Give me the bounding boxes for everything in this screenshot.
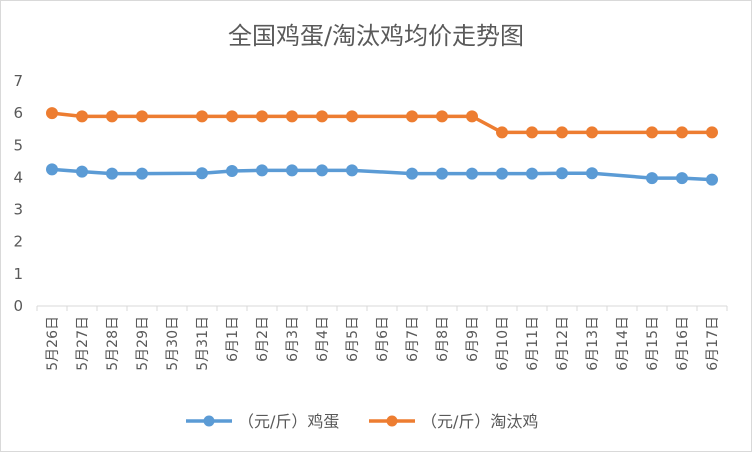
- x-tick-label: 5月29日: [135, 316, 151, 371]
- data-point: [526, 126, 538, 139]
- data-point: [406, 167, 418, 180]
- data-point: [106, 167, 118, 180]
- data-point: [646, 172, 658, 185]
- series-group: [46, 107, 718, 186]
- data-point: [226, 110, 238, 123]
- data-point: [226, 165, 238, 177]
- x-tick-label: 6月17日: [705, 316, 721, 371]
- data-point: [526, 167, 538, 180]
- data-point: [196, 110, 208, 123]
- x-tick-label: 6月12日: [555, 316, 571, 371]
- y-tick-label: 2: [13, 233, 23, 251]
- x-tick-label: 6月10日: [495, 316, 511, 371]
- data-point: [256, 164, 268, 177]
- series-line-2: [51, 111, 712, 135]
- x-tick-label: 5月26日: [45, 316, 61, 371]
- x-tick-label: 6月3日: [285, 316, 301, 362]
- x-tick-label: 6月13日: [585, 316, 601, 371]
- data-point: [436, 110, 448, 123]
- x-tick-label: 6月7日: [405, 316, 421, 362]
- series-line-1: [51, 167, 713, 182]
- y-tick-label: 7: [13, 72, 23, 90]
- data-point: [136, 167, 148, 180]
- data-point: [466, 167, 478, 180]
- data-point: [466, 110, 478, 123]
- y-tick-label: 1: [13, 265, 23, 283]
- x-tick-label: 6月11日: [525, 316, 541, 371]
- data-point: [556, 126, 568, 139]
- x-tick-label: 6月1日: [225, 316, 241, 362]
- x-axis-ticks: 5月26日 5月27日 5月28日 5月29日 5月30日 5月31日 6月1日 6月2日 6月…: [45, 316, 721, 371]
- data-point: [676, 172, 688, 185]
- data-point: [76, 110, 88, 123]
- x-tick-label: 6月6日: [375, 316, 391, 362]
- legend-label-1: （元/斤）鸡蛋: [238, 412, 339, 431]
- data-point: [76, 165, 88, 178]
- x-tick-label: 6月5日: [345, 316, 361, 362]
- data-point: [286, 164, 298, 177]
- data-point: [706, 173, 718, 186]
- data-point: [286, 110, 298, 123]
- x-tick-label: 6月14日: [615, 316, 631, 371]
- data-point: [676, 126, 688, 139]
- data-point: [316, 110, 328, 123]
- data-point: [436, 167, 448, 180]
- x-tick-label: 5月27日: [75, 316, 91, 371]
- data-point: [496, 126, 508, 139]
- x-tick-label: 6月16日: [675, 316, 691, 371]
- data-point: [316, 164, 328, 177]
- data-point: [406, 110, 418, 123]
- data-point: [706, 126, 718, 139]
- data-point: [586, 167, 598, 180]
- data-point: [136, 110, 148, 123]
- data-point: [586, 126, 598, 139]
- y-tick-label: 3: [13, 201, 23, 219]
- data-point: [46, 107, 58, 120]
- data-point: [196, 167, 208, 180]
- y-tick-label: 6: [13, 104, 23, 122]
- legend-marker-2: [386, 415, 398, 427]
- data-point: [346, 164, 358, 177]
- x-tick-label: 5月31日: [195, 316, 211, 371]
- y-axis-ticks: 0 1 2 3 4 5 6 7: [13, 72, 23, 315]
- data-point: [346, 110, 358, 123]
- legend-marker-1: [203, 415, 215, 427]
- legend: （元/斤）鸡蛋 （元/斤）淘汰鸡: [186, 412, 538, 431]
- data-point: [496, 167, 508, 180]
- x-tick-label: 5月28日: [105, 316, 121, 371]
- x-tick-label: 6月9日: [465, 316, 481, 362]
- data-point: [106, 110, 118, 123]
- x-tick-label: 6月15日: [645, 316, 661, 371]
- data-point: [256, 110, 268, 123]
- y-tick-label: 0: [13, 297, 23, 315]
- x-tick-label: 6月4日: [315, 316, 331, 362]
- y-tick-label: 4: [13, 168, 23, 186]
- x-tick-label: 6月8日: [435, 316, 451, 362]
- x-tick-label: 5月30日: [165, 316, 181, 371]
- chart-title: 全国鸡蛋/淘汰鸡均价走势图: [227, 22, 525, 50]
- legend-label-2: （元/斤）淘汰鸡: [421, 412, 538, 431]
- data-point: [556, 167, 568, 180]
- data-point: [646, 126, 658, 139]
- x-tick-label: 6月2日: [255, 316, 271, 362]
- data-point: [46, 163, 58, 176]
- axes: [36, 305, 728, 311]
- y-tick-label: 5: [13, 136, 23, 154]
